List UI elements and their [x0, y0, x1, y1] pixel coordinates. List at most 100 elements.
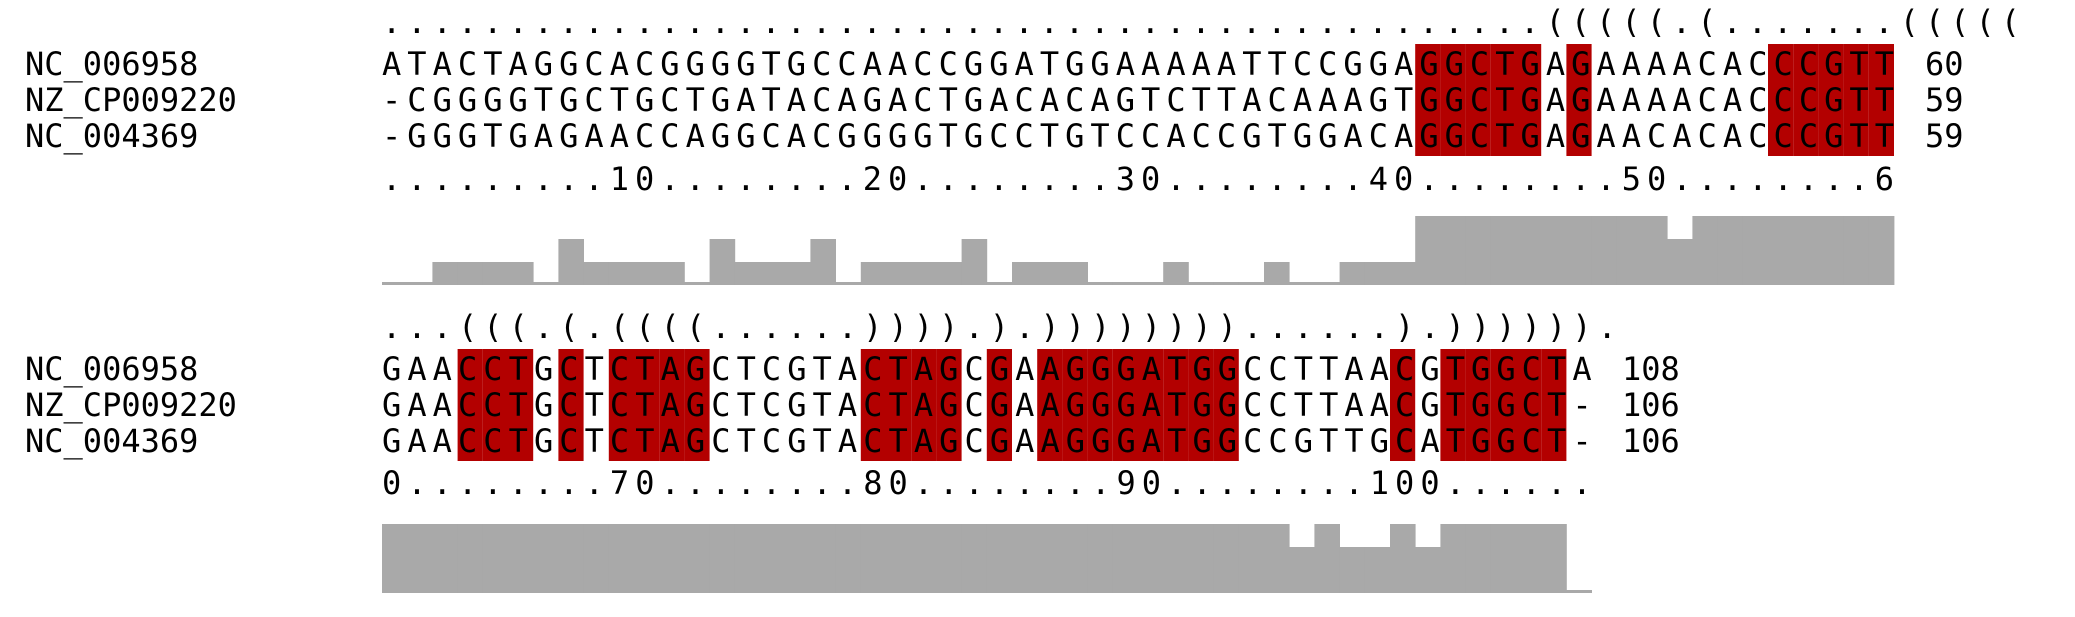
conserved-column-highlight — [1163, 349, 1189, 461]
conserved-column-highlight — [1440, 349, 1466, 461]
conservation-bar — [961, 239, 988, 285]
conserved-column-highlight — [634, 349, 660, 461]
conserved-column-highlight — [1390, 349, 1416, 461]
conservation-bar — [911, 524, 937, 593]
conservation-bar — [1364, 547, 1391, 593]
conserved-column-highlight — [1566, 44, 1592, 156]
conservation-bar — [508, 262, 534, 285]
conservation-bar — [1415, 547, 1441, 593]
conservation-bar — [1289, 547, 1315, 593]
structure-line: ........................................… — [382, 3, 2020, 41]
conservation-bar — [1037, 524, 1063, 593]
conservation-bar — [1138, 282, 1164, 285]
conservation-bar — [810, 239, 836, 285]
conserved-column-highlight — [936, 349, 962, 461]
conservation-bar — [1163, 262, 1189, 285]
conserved-column-highlight — [457, 349, 483, 461]
sequence-end-position: 106 — [1622, 386, 1680, 424]
highlight-layer — [457, 349, 1567, 461]
conservation-bar — [1818, 216, 1844, 285]
conserved-column-highlight — [986, 349, 1012, 461]
conservation-bar — [1314, 524, 1340, 593]
conservation-bar — [760, 524, 786, 593]
conservation-bar — [860, 524, 887, 593]
conservation-bar — [1238, 282, 1265, 285]
conserved-column-highlight — [684, 349, 710, 461]
sequence-name: NZ_CP009220 — [25, 81, 237, 119]
conservation-bar — [1188, 524, 1214, 593]
conservation-bar — [382, 524, 408, 593]
conservation-bar — [1390, 524, 1416, 593]
conservation-bar — [1490, 216, 1517, 285]
sequence-end-position: 106 — [1622, 422, 1680, 460]
conserved-column-highlight — [558, 349, 584, 461]
conservation-bar — [382, 282, 408, 285]
conservation-bar — [1390, 262, 1416, 285]
conservation-track — [382, 216, 1895, 285]
conserved-column-highlight — [1490, 44, 1516, 156]
conserved-column-highlight — [1440, 44, 1466, 156]
conserved-column-highlight — [1490, 349, 1516, 461]
conservation-bar — [634, 262, 660, 285]
conservation-bar — [1541, 216, 1567, 285]
conservation-bar — [860, 262, 887, 285]
conservation-bar — [457, 524, 484, 593]
highlight-layer — [1415, 44, 1894, 156]
conservation-bar — [659, 262, 685, 285]
sequence-name: NC_004369 — [25, 117, 198, 155]
sequence-residues: -CGGGGTGCTGCTGATACAGACTGACACAGTCTTACAAAG… — [382, 81, 1894, 119]
conserved-column-highlight — [1087, 349, 1113, 461]
conservation-bar — [608, 262, 635, 285]
conservation-bar — [1516, 524, 1542, 593]
alignment-block: ........................................… — [25, 3, 2020, 285]
conservation-bar — [1692, 216, 1718, 285]
conservation-bar — [1238, 524, 1265, 593]
conservation-bar — [659, 524, 685, 593]
conservation-bar — [583, 262, 610, 285]
conserved-column-highlight — [1843, 44, 1869, 156]
conserved-column-highlight — [1138, 349, 1164, 461]
conserved-column-highlight — [1188, 349, 1214, 461]
conserved-column-highlight — [1062, 349, 1088, 461]
conservation-bar — [1289, 282, 1315, 285]
conservation-bar — [1566, 216, 1592, 285]
conservation-bar — [1213, 282, 1240, 285]
conserved-column-highlight — [1465, 349, 1491, 461]
conservation-bar — [810, 524, 836, 593]
conservation-bar — [1012, 524, 1038, 593]
sequence-name: NC_006958 — [25, 45, 198, 83]
conservation-bar — [1440, 216, 1466, 285]
conservation-bar — [1264, 262, 1290, 285]
conservation-bar — [1037, 262, 1063, 285]
conserved-column-highlight — [886, 349, 912, 461]
conservation-bar — [1163, 524, 1189, 593]
conservation-bar — [1339, 262, 1366, 285]
conservation-bar — [936, 262, 962, 285]
conservation-bar — [734, 262, 761, 285]
conservation-bar — [634, 524, 660, 593]
position-ruler: 0........70........80........90........1… — [382, 464, 1592, 502]
conserved-column-highlight — [1112, 349, 1138, 461]
conservation-bar — [1541, 524, 1567, 593]
conservation-bar — [734, 524, 761, 593]
sequence-name: NC_006958 — [25, 350, 198, 388]
conservation-bar — [986, 524, 1013, 593]
conservation-bar — [1339, 547, 1366, 593]
conservation-bar — [407, 524, 433, 593]
conservation-bar — [785, 262, 811, 285]
conserved-column-highlight — [1818, 44, 1844, 156]
sequence-end-position: 108 — [1622, 350, 1680, 388]
sequence-name: NC_004369 — [25, 422, 198, 460]
conservation-bar — [961, 524, 988, 593]
conservation-track — [382, 524, 1592, 593]
conservation-bar — [986, 282, 1013, 285]
position-ruler: .........10........20........30........4… — [382, 160, 1894, 198]
conservation-bar — [1465, 524, 1492, 593]
conservation-bar — [835, 524, 862, 593]
conserved-column-highlight — [911, 349, 937, 461]
conserved-column-highlight — [1516, 349, 1542, 461]
conservation-bar — [1314, 282, 1340, 285]
alignment-block: ...(((.(.((((......)))).).))))))))......… — [25, 308, 1680, 593]
